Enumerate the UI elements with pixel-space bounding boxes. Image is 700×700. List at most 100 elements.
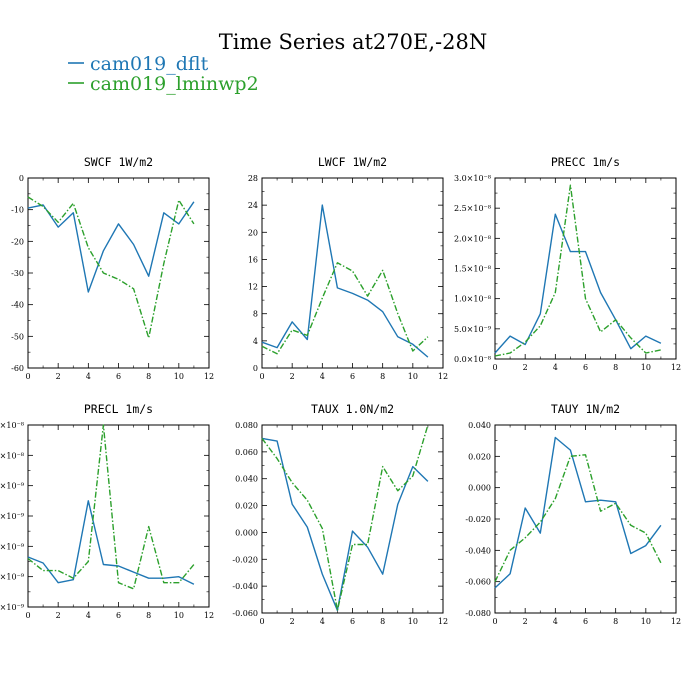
- y-tick-label: 0.000: [235, 528, 258, 537]
- y-tick-label: -60: [11, 364, 24, 373]
- plot-frame: [261, 424, 444, 614]
- y-tick-label: -20: [11, 237, 24, 246]
- panel-title: SWCF 1W/m2: [84, 155, 153, 169]
- x-tick-label: 2: [290, 372, 295, 381]
- y-tick-label: 2.0×10⁻⁸: [454, 234, 491, 243]
- y-tick-label: -0.020: [232, 555, 258, 564]
- x-tick-label: 8: [613, 617, 618, 626]
- x-tick-label: 12: [438, 372, 448, 381]
- y-tick-label: -10: [11, 206, 24, 215]
- x-tick-label: 10: [174, 372, 184, 381]
- y-tick-label: 0×10⁻⁹: [0, 603, 25, 612]
- y-tick-label: 1×10⁻⁸: [0, 421, 24, 430]
- series-line-cam019_dflt: [494, 213, 662, 354]
- x-tick-label: 4: [553, 617, 558, 626]
- y-tick-label: 28: [248, 174, 258, 183]
- x-tick-label: 10: [641, 617, 651, 626]
- series-line-cam019_lminwp2: [261, 262, 429, 355]
- x-tick-label: 10: [174, 611, 184, 620]
- x-tick-label: 0: [259, 372, 264, 381]
- y-tick-label: -0.040: [465, 546, 491, 555]
- x-tick-label: 12: [204, 611, 214, 620]
- x-tick-label: 6: [116, 372, 121, 381]
- y-tick-label: -30: [11, 269, 24, 278]
- y-tick-label: 12: [248, 283, 258, 292]
- x-tick-label: 0: [25, 372, 30, 381]
- x-tick-label: 6: [116, 611, 121, 620]
- y-tick-label: -40: [11, 301, 24, 310]
- plot-frame: [27, 177, 210, 369]
- legend-item-dflt: cam019_dflt: [68, 53, 209, 75]
- legend: cam019_dflt cam019_lminwp2: [68, 53, 259, 95]
- panel-title: PRECL 1m/s: [84, 402, 153, 416]
- y-tick-label: 20: [248, 228, 258, 237]
- x-tick-label: 12: [438, 617, 448, 626]
- x-tick-label: 12: [671, 617, 681, 626]
- x-tick-label: 2: [56, 372, 61, 381]
- x-tick-label: 0: [492, 363, 497, 372]
- x-tick-label: 8: [146, 611, 151, 620]
- y-tick-label: 0.000: [468, 484, 491, 493]
- y-tick-label: 0.080: [235, 421, 258, 430]
- y-tick-label: -0.020: [465, 515, 491, 524]
- y-tick-label: 16: [248, 255, 258, 264]
- chart-panel-3: PRECC 1m/s 0 2 4 6 8 10 12 0.0×10⁻⁸ 5.0×10⁻⁹ 1.0×1…: [454, 155, 681, 372]
- figure-title: Time Series at270E,-28N: [219, 30, 487, 54]
- x-tick-label: 4: [320, 617, 325, 626]
- chart-panel-4: PRECL 1m/s 0 2 4 6 8 10 12 0×10⁻⁹ 2×10⁻⁹ 4×10⁻⁹ 6×1…: [0, 402, 214, 620]
- y-tick-label: 1.0×10⁻⁸: [454, 295, 491, 304]
- x-tick-label: 0: [25, 611, 30, 620]
- panel-title: TAUY 1N/m2: [551, 402, 620, 416]
- y-tick-label: 2×10⁻⁹: [0, 573, 25, 582]
- x-tick-label: 4: [320, 372, 325, 381]
- y-tick-label: -0.060: [232, 609, 258, 618]
- series-line-cam019_dflt: [27, 201, 195, 293]
- panel-title: PRECC 1m/s: [551, 155, 620, 169]
- x-tick-label: 4: [553, 363, 558, 372]
- chart-panel-1: SWCF 1W/m2 0 2 4 6 8 10 12 0 -10 -20 -30 -40 -50 -60: [11, 155, 214, 381]
- x-tick-label: 12: [671, 363, 681, 372]
- y-tick-label: 0.020: [468, 452, 491, 461]
- y-tick-label: 3.0×10⁻⁸: [454, 174, 491, 183]
- y-tick-label: 0.040: [235, 475, 258, 484]
- series-line-cam019_dflt: [261, 204, 429, 358]
- x-tick-label: 8: [380, 617, 385, 626]
- y-tick-label: 0: [253, 364, 258, 373]
- y-tick-label: -50: [11, 332, 24, 341]
- chart-panel-6: TAUY 1N/m2 0 2 4 6 8 10 12 0.040 0.020 0.000 -0.020…: [465, 402, 681, 626]
- x-tick-label: 2: [56, 611, 61, 620]
- x-tick-label: 8: [380, 372, 385, 381]
- y-tick-label: 8: [253, 310, 258, 319]
- y-tick-label: 4: [253, 337, 258, 346]
- series-line-cam019_lminwp2: [494, 454, 662, 583]
- y-tick-label: 0.060: [235, 448, 258, 457]
- x-tick-label: 8: [146, 372, 151, 381]
- x-tick-label: 0: [492, 617, 497, 626]
- x-tick-label: 4: [86, 372, 91, 381]
- x-tick-label: 6: [350, 372, 355, 381]
- y-tick-label: -0.080: [465, 609, 491, 618]
- series-line-cam019_dflt: [261, 437, 429, 611]
- series-line-cam019_lminwp2: [494, 184, 662, 357]
- x-tick-label: 4: [86, 611, 91, 620]
- x-tick-label: 12: [204, 372, 214, 381]
- x-tick-label: 6: [350, 617, 355, 626]
- legend-item-lminwp2: cam019_lminwp2: [68, 73, 259, 95]
- series-line-cam019_lminwp2: [27, 424, 195, 590]
- y-tick-label: 6×10⁻⁹: [0, 512, 25, 521]
- panel-title: LWCF 1W/m2: [318, 155, 387, 169]
- x-tick-label: 10: [408, 372, 418, 381]
- series-line-cam019_dflt: [27, 500, 195, 585]
- x-tick-label: 10: [641, 363, 651, 372]
- panel-title: TAUX 1.0N/m2: [311, 402, 394, 416]
- x-tick-label: 6: [583, 617, 588, 626]
- x-tick-label: 10: [408, 617, 418, 626]
- y-tick-label: -0.060: [465, 578, 491, 587]
- x-tick-label: 2: [523, 617, 528, 626]
- y-tick-label: 5.0×10⁻⁹: [454, 325, 492, 334]
- y-tick-label: 0.0×10⁻⁸: [454, 355, 491, 364]
- x-tick-label: 2: [523, 363, 528, 372]
- y-tick-label: 2.5×10⁻⁸: [454, 204, 491, 213]
- x-tick-label: 6: [583, 363, 588, 372]
